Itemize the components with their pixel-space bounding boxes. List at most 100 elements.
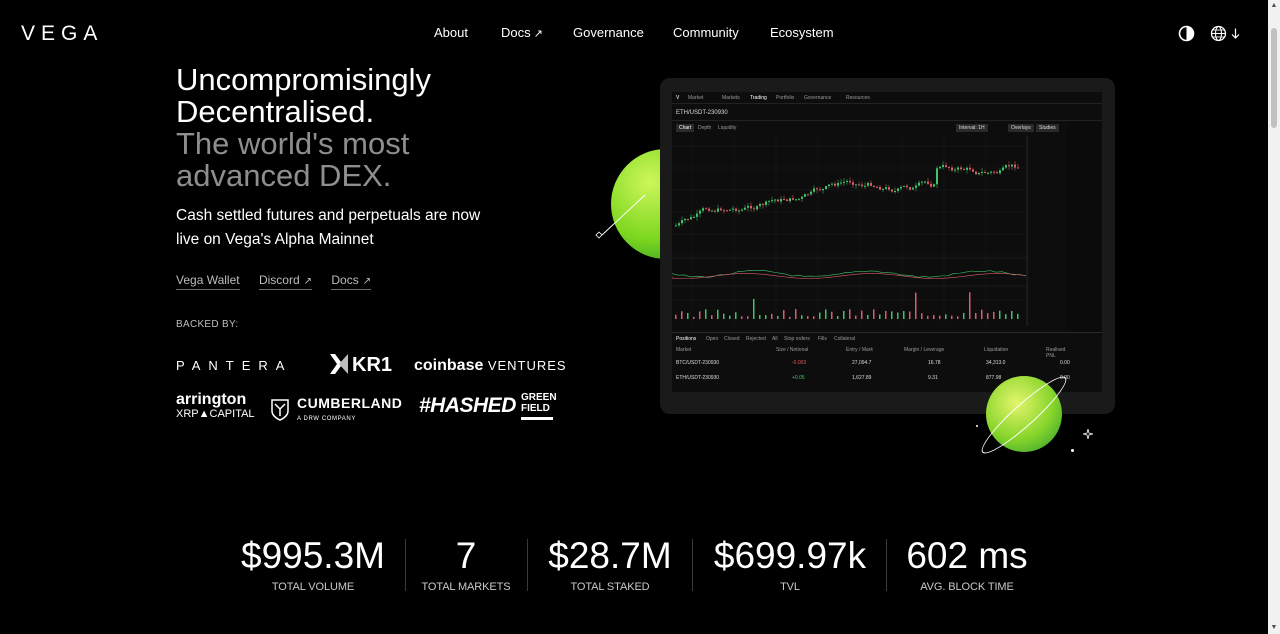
candle-body (714, 210, 716, 212)
candle-body (792, 198, 794, 200)
candle-body (687, 218, 689, 220)
candle-body (747, 205, 749, 208)
candle-body (828, 184, 830, 187)
star-dot-icon (1071, 449, 1074, 452)
chart-tab: Chart (676, 124, 695, 132)
price-chart (672, 136, 1029, 326)
candle-body (996, 172, 998, 174)
positions-header: Market Size / Notional Entry / Mark Marg… (676, 347, 1071, 359)
volume-bar (837, 315, 839, 319)
arrington-capital-logo: arrington XRP▲CAPITAL (176, 392, 255, 421)
discord-label: Discord (258, 273, 300, 287)
col-margin: Margin / Leverage (904, 347, 945, 353)
volume-bar (813, 316, 815, 319)
candle-body (729, 209, 731, 211)
nav-docs-label: Docs (501, 25, 531, 40)
candle-body (867, 182, 869, 186)
candle-body (1011, 164, 1013, 167)
arrington-capital-text: CAPITAL (209, 408, 255, 420)
candle-body (1005, 165, 1007, 168)
volume-bar (981, 309, 983, 319)
candle-body (903, 185, 905, 187)
candle-body (915, 185, 917, 188)
stat-label: TOTAL MARKETS (421, 581, 511, 593)
candle-body (774, 199, 776, 201)
vega-mini-logo-icon: V (676, 95, 680, 101)
positions-panel: Positions Open Closed Rejected All Stop … (672, 332, 1102, 392)
candle-body (843, 181, 845, 183)
candle-body (723, 210, 725, 212)
table-row: BTC/USDT-230930 -0.003 27,094.7 16.78 34… (676, 360, 1071, 368)
candle-body (963, 169, 965, 171)
greenfield-logo: GREEN FIELD (521, 392, 557, 420)
volume-bar (759, 315, 761, 319)
backed-by-heading: BACKED BY: (176, 319, 239, 330)
nav-item-ecosystem[interactable]: Ecosystem (770, 25, 834, 40)
stat-divider (527, 539, 528, 591)
scrollbar-thumb[interactable] (1271, 28, 1277, 128)
row-market: BTC/USDT-230930 (676, 360, 720, 366)
trading-nav-trading: Trading (750, 95, 767, 101)
candle-body (855, 184, 857, 186)
stat-label: TVL (780, 581, 800, 593)
volume-bar (705, 309, 707, 319)
volume-bar (939, 315, 941, 319)
star-dot-icon (976, 425, 978, 427)
trading-screen: V Market Markets Trading Portfolio Gover… (672, 92, 1102, 392)
candle-body (756, 206, 758, 210)
volume-bar (873, 309, 875, 319)
nav-item-docs[interactable]: Docs ↗ (501, 25, 543, 40)
globe-icon[interactable] (1210, 25, 1227, 42)
docs-link[interactable]: Docs ↗ (331, 273, 372, 290)
volume-bar (711, 315, 713, 319)
row-pnl: 0.00 (1060, 375, 1070, 381)
candle-body (831, 183, 833, 185)
candle-body (888, 187, 890, 190)
trading-nav-market: Market (688, 95, 704, 101)
arrington-xrp-capital-text: XRP▲CAPITAL (176, 408, 255, 420)
volume-bar (1011, 310, 1013, 319)
candle-body (786, 199, 788, 202)
candle-body (732, 208, 734, 210)
candle-body (759, 203, 761, 207)
scroll-up-icon[interactable]: ▲ (1270, 2, 1278, 9)
sparkle-icon (1083, 429, 1093, 439)
stat-value: 602 ms (906, 535, 1028, 576)
chevron-down-icon[interactable] (1231, 28, 1240, 39)
theme-toggle-icon[interactable] (1178, 25, 1195, 42)
candle-body (852, 182, 854, 185)
candle-body (813, 188, 815, 192)
nav-item-governance[interactable]: Governance (573, 25, 644, 40)
volume-bar (861, 310, 863, 319)
candle-body (942, 165, 944, 168)
candle-body (825, 186, 827, 189)
vega-logo[interactable]: VEGA (21, 22, 104, 45)
stop-orders-tab: Stop orders (784, 336, 810, 342)
page-scrollbar[interactable]: ▲ ▼ (1268, 0, 1280, 634)
candle-body (936, 168, 938, 185)
row-size: +0.05 (792, 375, 805, 381)
volume-bar (885, 310, 887, 319)
hashed-logo: #HASHED (419, 394, 516, 417)
volume-bar (831, 311, 833, 319)
scroll-down-icon[interactable]: ▼ (1270, 624, 1278, 631)
candle-body (984, 171, 986, 173)
arrington-xrp-text: XRP (176, 408, 199, 420)
candle-body (807, 194, 809, 196)
candle-body (999, 170, 1001, 174)
nav-item-community[interactable]: Community (673, 25, 739, 40)
cumberland-logo-text: CUMBERLAND (297, 395, 403, 411)
candle-body (957, 167, 959, 170)
volume-bar (1017, 313, 1019, 319)
candle-body (990, 171, 992, 173)
vega-wallet-link[interactable]: Vega Wallet (176, 273, 240, 290)
candle-body (684, 218, 686, 221)
volume-bar (849, 309, 851, 319)
discord-link[interactable]: Discord ↗ (258, 273, 313, 290)
row-market: ETH/USDT-230930 (676, 375, 720, 381)
liquidity-tab: Liquidity (718, 125, 737, 131)
volume-bar (921, 313, 923, 319)
nav-item-about[interactable]: About (434, 25, 468, 40)
volume-bar (675, 314, 677, 319)
all-tab: All (772, 336, 778, 342)
